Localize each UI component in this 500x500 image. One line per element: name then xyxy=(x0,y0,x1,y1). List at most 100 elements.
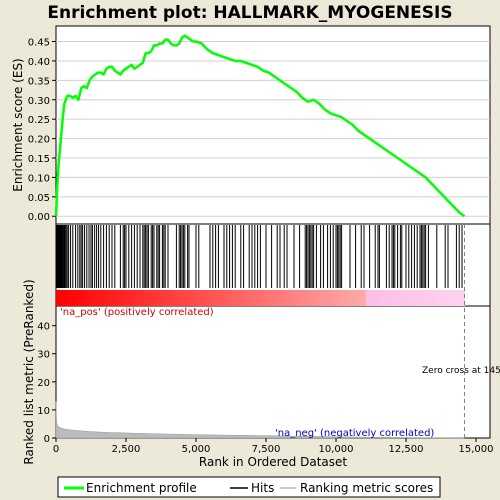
ranking-bar-segment xyxy=(270,290,274,306)
ranking-bar-segment xyxy=(291,290,295,306)
ranking-bar-segment xyxy=(287,290,291,306)
x-tick-label: 5,000 xyxy=(182,444,211,455)
ranking-bar-segment xyxy=(202,290,206,306)
ranking-bar-segment xyxy=(335,290,339,306)
ranking-bar-segment xyxy=(233,290,237,306)
ranking-bar-segment xyxy=(294,290,298,306)
ranking-bar-segment xyxy=(420,290,424,306)
es-y-tick-label: 0.05 xyxy=(28,193,50,204)
ranking-bar-segment xyxy=(322,290,326,306)
metric-y-tick-label: 40 xyxy=(37,322,50,333)
legend-metric-label: Ranking metric scores xyxy=(300,481,433,495)
es-y-tick-label: 0.45 xyxy=(28,38,50,49)
ranking-bar-segment xyxy=(104,290,108,306)
metric-y-tick-label: 10 xyxy=(37,406,50,417)
ranking-bar-segment xyxy=(80,290,84,306)
es-y-tick-label: 0.30 xyxy=(28,96,50,107)
ranking-bar-segment xyxy=(427,290,431,306)
ranking-bar-segment xyxy=(257,290,261,306)
ranking-bar-segment xyxy=(403,290,407,306)
ranking-bar-segment xyxy=(93,290,97,306)
ranking-bar-segment xyxy=(226,290,230,306)
ranking-bar-segment xyxy=(339,290,343,306)
ranking-bar-segment xyxy=(199,290,203,306)
ranking-bar-segment xyxy=(396,290,400,306)
x-tick-label: 7,500 xyxy=(252,444,281,455)
ranking-bar-segment xyxy=(138,290,142,306)
ranking-bar-segment xyxy=(121,290,125,306)
ranking-bar-segment xyxy=(308,290,312,306)
ranking-bar-segment xyxy=(90,290,94,306)
ranking-bar-segment xyxy=(376,290,380,306)
x-tick-label: 0 xyxy=(53,444,59,455)
ranking-bar-segment xyxy=(434,290,438,306)
x-tick-label: 10,000 xyxy=(319,444,354,455)
ranking-bar-segment xyxy=(59,290,63,306)
ranking-bar-segment xyxy=(325,290,329,306)
ranking-bar-segment xyxy=(356,290,360,306)
ranking-bar-segment xyxy=(447,290,451,306)
chart-title: Enrichment plot: HALLMARK_MYOGENESIS xyxy=(47,3,452,23)
es-y-tick-label: 0.15 xyxy=(28,154,50,165)
ranking-bar-segment xyxy=(100,290,104,306)
ranking-bar-segment xyxy=(390,290,394,306)
metric-y-tick-label: 0 xyxy=(44,434,50,445)
ranking-bar-segment xyxy=(454,290,458,306)
ranking-bar-segment xyxy=(315,290,319,306)
legend-hits-label: Hits xyxy=(251,481,274,495)
ranking-bar-segment xyxy=(260,290,264,306)
ranking-bar-segment xyxy=(66,290,70,306)
ranking-bar-segment xyxy=(206,290,210,306)
ranking-bar-segment xyxy=(345,290,349,306)
ranking-bar-segment xyxy=(267,290,271,306)
ranking-bar-segment xyxy=(359,290,363,306)
ranking-bar-segment xyxy=(162,290,166,306)
ranking-bar-segment xyxy=(298,290,302,306)
ranking-bar-segment xyxy=(219,290,223,306)
ranking-bar-segment xyxy=(413,290,417,306)
ranking-bar-segment xyxy=(216,290,220,306)
x-axis-label: Rank in Ordered Dataset xyxy=(199,455,347,469)
ranking-bar-segment xyxy=(318,290,322,306)
legend-profile-label: Enrichment profile xyxy=(86,481,197,495)
metric-y-axis-label: Ranked list metric (PreRanked) xyxy=(22,279,36,464)
ranking-bar-segment xyxy=(110,290,114,306)
ranking-bar-segment xyxy=(230,290,234,306)
ranking-bar-segment xyxy=(444,290,448,306)
ranking-bar-segment xyxy=(165,290,169,306)
ranking-color-bar xyxy=(56,290,465,306)
ranking-bar-segment xyxy=(83,290,87,306)
ranking-bar-segment xyxy=(332,290,336,306)
neg-label: 'na_neg' (negatively correlated) xyxy=(275,428,434,439)
ranking-bar-segment xyxy=(417,290,421,306)
ranking-bar-segment xyxy=(349,290,353,306)
ranking-bar-segment xyxy=(175,290,179,306)
ranking-bar-segment xyxy=(393,290,397,306)
ranking-bar-segment xyxy=(301,290,305,306)
ranking-bar-segment xyxy=(362,290,366,306)
ranking-bar-segment xyxy=(117,290,121,306)
ranking-bar-segment xyxy=(458,290,462,306)
ranking-bar-segment xyxy=(236,290,240,306)
ranking-bar-segment xyxy=(70,290,74,306)
es-y-tick-label: 0.25 xyxy=(28,115,50,126)
ranking-bar-segment xyxy=(172,290,176,306)
es-y-tick-label: 0.40 xyxy=(28,57,50,68)
metric-y-tick-label: 20 xyxy=(37,378,50,389)
ranking-bar-segment xyxy=(304,290,308,306)
ranking-bar-segment xyxy=(145,290,149,306)
ranking-bar-segment xyxy=(373,290,377,306)
ranking-bar-segment xyxy=(182,290,186,306)
ranking-bar-segment xyxy=(134,290,138,306)
x-tick-label: 12,500 xyxy=(389,444,424,455)
es-y-tick-label: 0.00 xyxy=(28,212,50,223)
ranking-bar-segment xyxy=(274,290,278,306)
ranking-bar-segment xyxy=(451,290,455,306)
ranking-bar-segment xyxy=(311,290,315,306)
ranking-bar-segment xyxy=(158,290,162,306)
ranking-bar-segment xyxy=(284,290,288,306)
x-tick-label: 15,000 xyxy=(459,444,494,455)
ranking-bar-segment xyxy=(213,290,217,306)
ranking-bar-segment xyxy=(400,290,404,306)
ranking-bar-segment xyxy=(127,290,131,306)
